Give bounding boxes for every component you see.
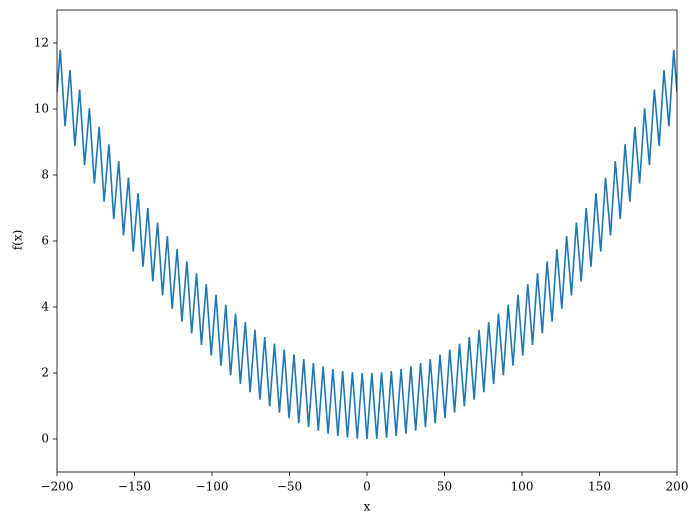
- y-tick-label: 12: [34, 36, 49, 50]
- x-axis-label: x: [364, 500, 371, 514]
- y-tick-label: 8: [41, 168, 49, 182]
- y-axis-label: f(x): [11, 230, 25, 251]
- x-tick-label: −150: [118, 480, 151, 494]
- y-tick-label: 0: [41, 432, 49, 446]
- x-tick-label: 150: [588, 480, 611, 494]
- y-tick-label: 10: [34, 102, 49, 116]
- x-tick-label: −100: [196, 480, 229, 494]
- plot-frame: [56, 9, 678, 473]
- x-tick-label: 0: [363, 480, 371, 494]
- y-tick-label: 6: [41, 234, 49, 248]
- x-tick-label: −200: [41, 480, 74, 494]
- y-tick-label: 2: [41, 366, 49, 380]
- line: [57, 49, 677, 440]
- x-tick-label: 200: [666, 480, 689, 494]
- x-tick-label: 50: [437, 480, 452, 494]
- x-tick-label: −50: [277, 480, 302, 494]
- x-tick-label: 100: [511, 480, 534, 494]
- y-tick-label: 4: [41, 300, 49, 314]
